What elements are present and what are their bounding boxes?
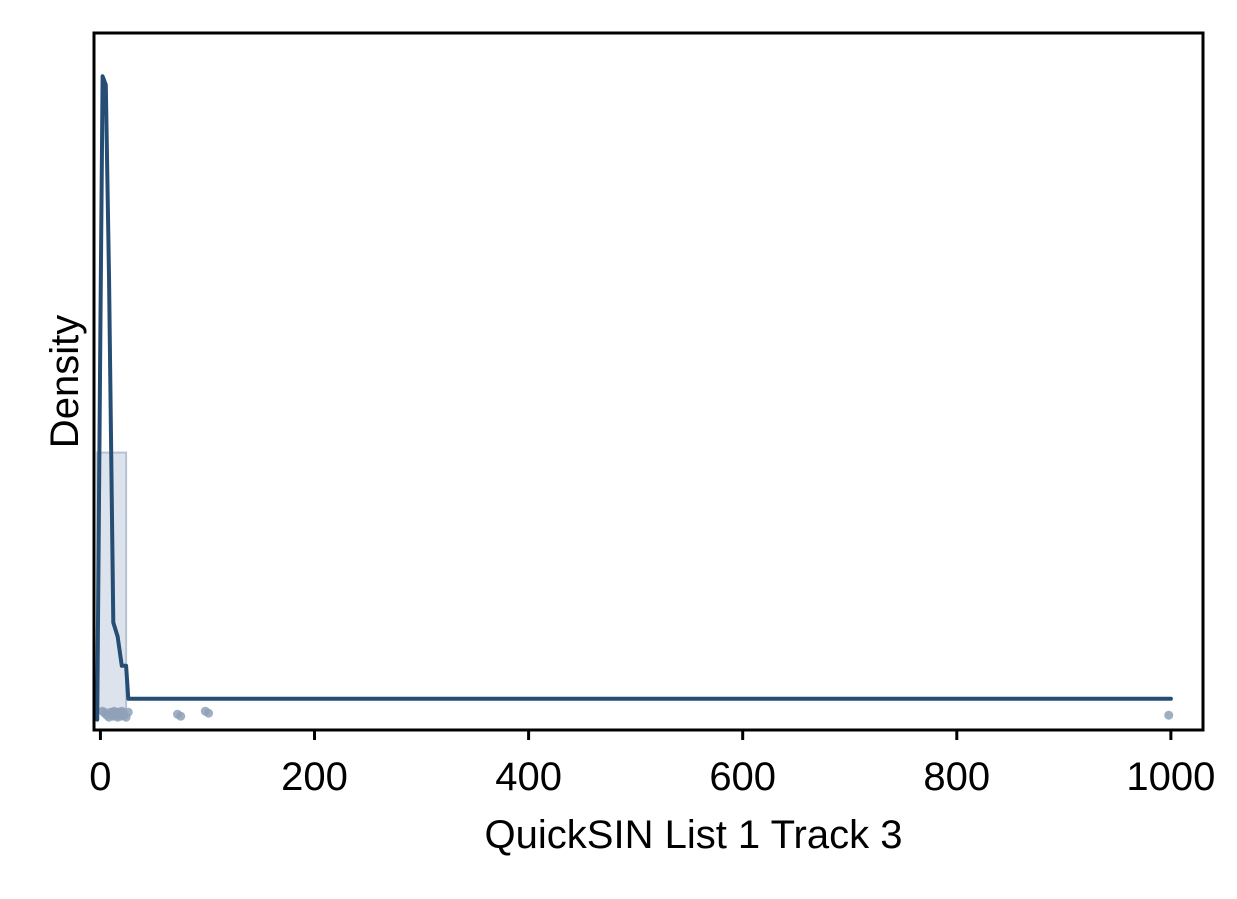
x-tick-label-400: 400 [495,755,562,799]
x-tick-label-200: 200 [281,755,348,799]
x-axis-ticks: 0 200 400 600 800 1000 [89,730,1215,799]
x-tick-label-600: 600 [709,755,776,799]
density-curve [95,74,1173,722]
x-tick-label-1000: 1000 [1126,755,1215,799]
x-axis-title: QuickSIN List 1 Track 3 [485,813,903,857]
plot-frame [92,31,1205,732]
rug-point-20 [176,711,186,721]
x-tick-label-0: 0 [89,755,111,799]
density-curve-layer [95,74,1173,722]
y-axis-title: Density [43,315,87,448]
x-tick-label-800: 800 [923,755,990,799]
rug-point-22 [204,708,214,718]
rug-point-23 [1164,710,1174,720]
rug-point-18 [123,707,133,717]
rug-layer [98,706,1174,722]
